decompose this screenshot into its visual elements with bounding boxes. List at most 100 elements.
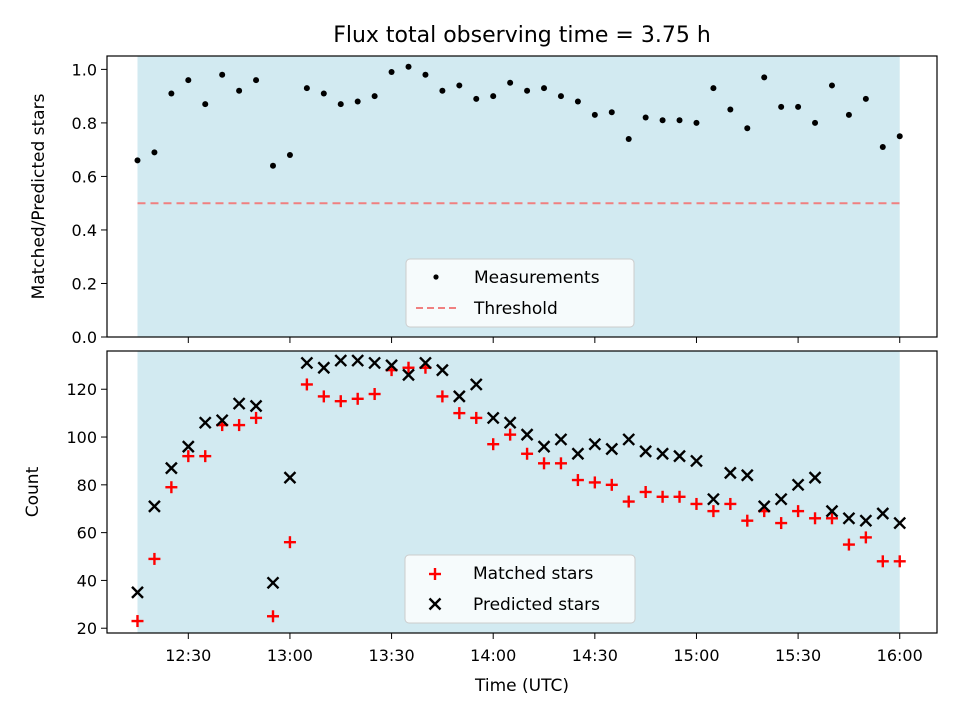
measurement-point xyxy=(270,162,276,169)
legend-x-icon xyxy=(428,597,442,611)
x-axis-label: Time (UTC) xyxy=(474,676,569,696)
predicted-star-point xyxy=(266,576,280,590)
predicted-star-point xyxy=(486,411,500,425)
measurement-point xyxy=(659,117,666,124)
predicted-star-point xyxy=(842,511,856,525)
predicted-star-point xyxy=(503,416,517,430)
predicted-star-point xyxy=(436,363,449,377)
predicted-star-point xyxy=(469,378,483,391)
legend-label-threshold: Threshold xyxy=(473,299,558,319)
predicted-star-point xyxy=(639,445,653,458)
measurement-point xyxy=(845,111,852,118)
matched-star-point xyxy=(724,497,737,510)
measurement-point xyxy=(812,119,819,126)
top-y-tick-label: 0.4 xyxy=(72,221,97,240)
measurement-point xyxy=(524,87,531,94)
measurement-point xyxy=(134,157,141,164)
matched-star-point xyxy=(402,361,415,374)
matched-star-point xyxy=(250,411,263,424)
bottom-y-tick-label: 80 xyxy=(77,476,97,495)
predicted-star-point xyxy=(622,433,636,446)
legend-x-mark xyxy=(428,597,442,611)
predicted-star-point xyxy=(283,471,297,485)
measurement-point xyxy=(862,95,869,102)
matched-star-point xyxy=(521,447,534,460)
legend-dot-icon xyxy=(433,274,439,280)
matched-star-point xyxy=(131,615,144,628)
measurement-point xyxy=(761,74,768,81)
matched-star-point xyxy=(893,555,906,568)
predicted-star-point xyxy=(791,478,805,492)
bottom-legend: Matched stars Predicted stars xyxy=(404,554,636,624)
matched-star-point xyxy=(267,610,279,623)
predicted-star-point xyxy=(537,440,551,453)
measurement-point xyxy=(507,79,514,86)
top-y-tick-label: 0.0 xyxy=(72,328,97,347)
measurement-point xyxy=(676,117,683,124)
matched-star-point xyxy=(792,505,805,518)
top-y-tick-label: 1.0 xyxy=(72,60,97,79)
predicted-star-point xyxy=(605,442,619,456)
matched-star-point xyxy=(334,395,347,408)
bottom-y-ticks: 20 40 60 80 100 120 xyxy=(66,380,107,638)
matched-star-point xyxy=(554,457,567,470)
measurement-point xyxy=(405,63,412,70)
legend-label-matched: Matched stars xyxy=(473,564,593,584)
matched-star-point xyxy=(588,476,601,489)
measurement-point xyxy=(591,111,598,118)
measurement-point xyxy=(219,71,226,78)
matched-star-point xyxy=(673,490,686,503)
top-y-tick-label: 0.2 xyxy=(72,274,97,293)
measurement-point xyxy=(693,119,700,126)
bottom-y-tick-label: 40 xyxy=(77,571,97,590)
matched-star-point xyxy=(368,388,381,401)
measurement-point xyxy=(388,69,395,76)
x-tick-label: 12:30 xyxy=(165,646,211,665)
predicted-star-point xyxy=(402,368,415,382)
bottom-y-tick-label: 100 xyxy=(66,428,97,447)
matched-star-point xyxy=(571,474,584,487)
measurement-point xyxy=(879,143,886,150)
predicted-star-point xyxy=(554,433,568,446)
predicted-star-point xyxy=(740,468,754,482)
predicted-star-point xyxy=(249,399,263,413)
matched-star-point xyxy=(148,552,161,565)
measurement-point xyxy=(642,114,649,121)
top-legend: Measurements Threshold xyxy=(405,258,635,328)
measurement-point xyxy=(896,133,903,140)
measurement-point xyxy=(473,95,480,102)
matched-star-point xyxy=(825,512,838,525)
predicted-star-point xyxy=(165,461,178,475)
x-tick-label: 14:30 xyxy=(572,646,618,665)
measurement-point xyxy=(320,90,327,97)
x-tick-label: 16:00 xyxy=(877,646,923,665)
predicted-star-point xyxy=(520,428,534,441)
measurement-point xyxy=(490,93,497,100)
predicted-star-point xyxy=(893,516,907,530)
matched-star-point xyxy=(538,457,551,470)
matched-star-point xyxy=(283,536,296,549)
measurement-point xyxy=(710,85,717,92)
predicted-star-point xyxy=(876,507,890,520)
measurement-point xyxy=(744,125,751,132)
matched-star-point xyxy=(436,390,449,403)
measurement-point xyxy=(727,106,734,113)
bottom-axes-frame xyxy=(106,350,938,634)
matched-star-point xyxy=(859,531,872,544)
measurement-point xyxy=(354,98,361,105)
measurement-point xyxy=(286,152,293,159)
top-axes-frame xyxy=(106,55,938,338)
matched-star-point xyxy=(453,407,466,420)
count-panel: 20 40 60 80 100 120 12:30 13:00 13:30 14:00 14:30… xyxy=(23,350,938,696)
predicted-star-point xyxy=(774,492,788,506)
legend-label-predicted: Predicted stars xyxy=(473,595,600,615)
measurement-point xyxy=(608,109,615,116)
measurement-point xyxy=(168,90,175,97)
matched-star-point xyxy=(182,450,195,463)
legend-plus-icon xyxy=(429,568,441,580)
measurement-point xyxy=(202,101,209,108)
matched-star-point xyxy=(605,478,618,491)
measurement-point xyxy=(456,82,463,89)
measurement-point xyxy=(236,87,243,94)
